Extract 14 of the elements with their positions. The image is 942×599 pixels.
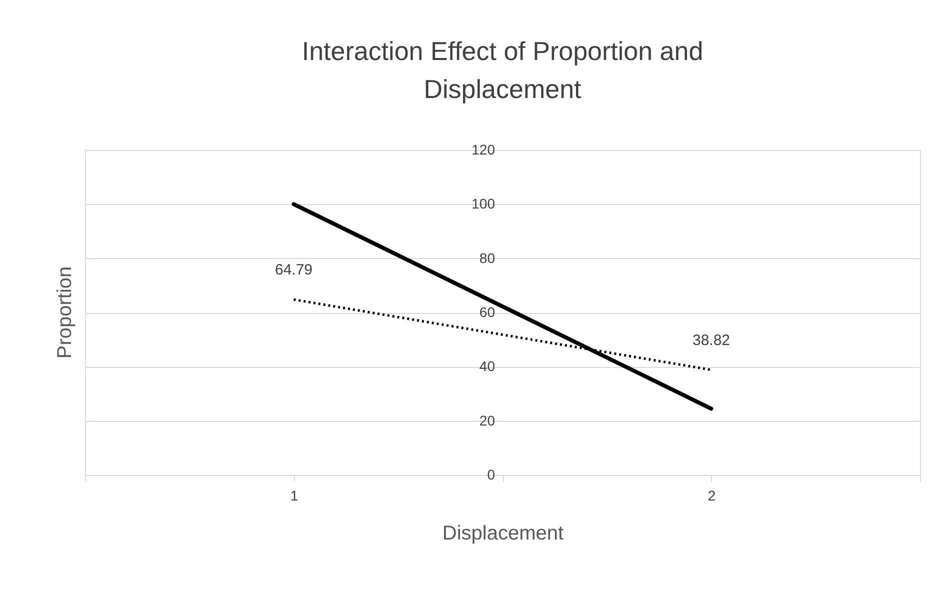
chart-title: Interaction Effect of Proportion and Displacement	[302, 36, 704, 104]
y-tick-label: 100	[472, 196, 496, 212]
y-tick-label: 60	[479, 304, 496, 320]
x-tick-label: 1	[290, 488, 298, 504]
y-tick-label: 80	[479, 250, 496, 266]
data-label: 38.82	[692, 332, 730, 349]
y-tick-label: 0	[487, 466, 496, 482]
x-tick-label: 2	[708, 488, 716, 504]
x-axis-title: Displacement	[442, 522, 564, 544]
y-tick-label: 20	[479, 412, 496, 428]
y-tick-label: 120	[472, 142, 496, 158]
data-label: 64.79	[274, 262, 313, 279]
y-tick-label: 40	[479, 358, 496, 374]
y-axis-title: Proportion	[54, 266, 76, 359]
